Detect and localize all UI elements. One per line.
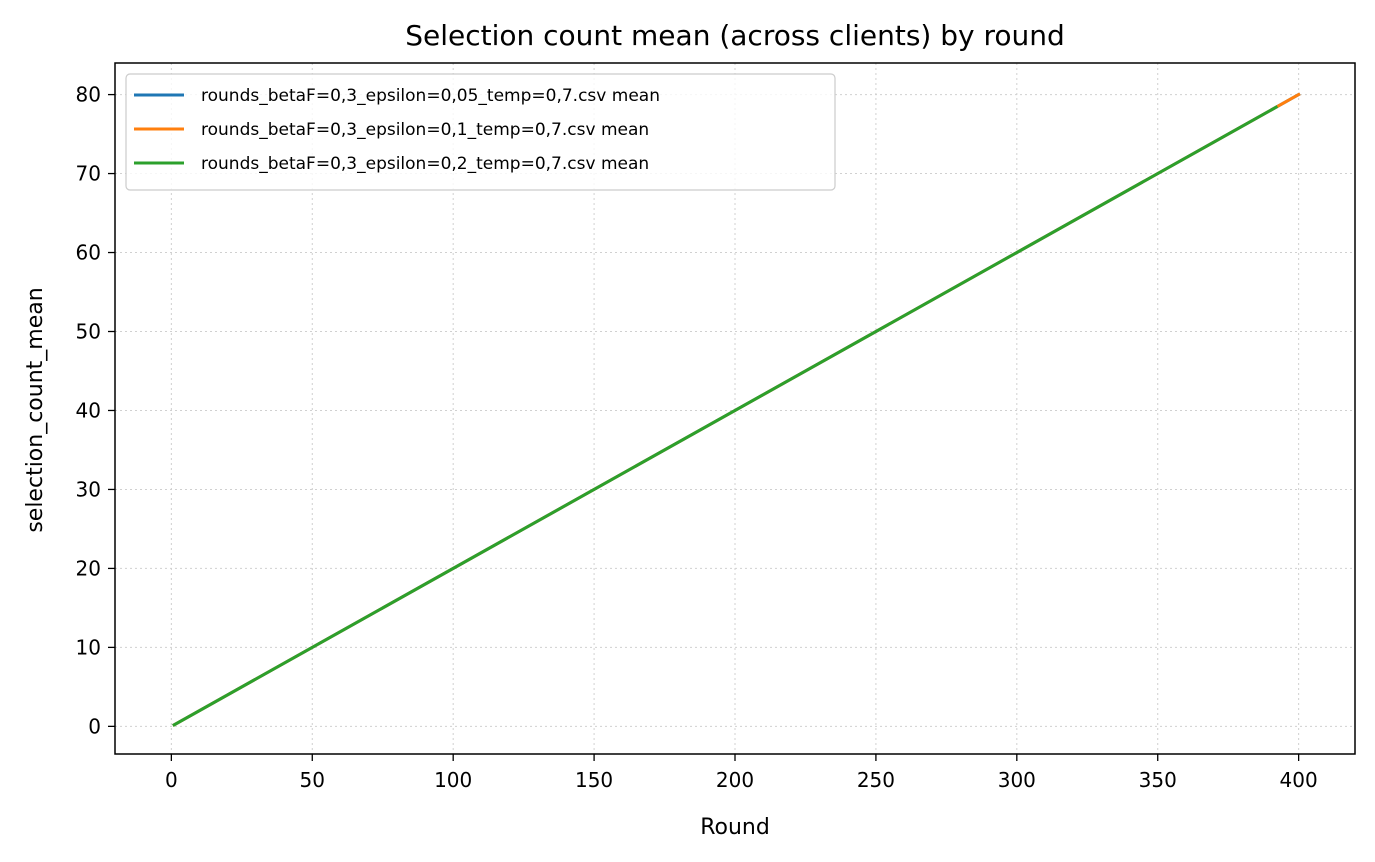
legend: rounds_betaF=0,3_epsilon=0,05_temp=0,7.c… <box>125 73 836 191</box>
y-tick-label: 40 <box>76 398 101 422</box>
y-tick-label: 10 <box>76 635 101 659</box>
y-axis-label: selection_count_mean <box>23 287 48 532</box>
y-axis-ticks: 0 10 20 30 40 50 60 70 80 <box>76 83 115 738</box>
legend-box <box>125 73 836 191</box>
x-axis-label: Round <box>700 815 770 840</box>
x-tick-label: 250 <box>857 768 895 792</box>
x-tick-label: 350 <box>1139 768 1177 792</box>
y-tick-label: 30 <box>76 477 101 501</box>
x-tick-label: 300 <box>998 768 1036 792</box>
y-tick-label: 70 <box>76 162 101 186</box>
x-tick-label: 0 <box>165 768 178 792</box>
legend-entry-label: rounds_betaF=0,3_epsilon=0,2_temp=0,7.cs… <box>201 154 649 174</box>
y-tick-label: 80 <box>76 83 101 107</box>
y-tick-label: 20 <box>76 556 101 580</box>
x-tick-label: 100 <box>434 768 472 792</box>
x-tick-label: 400 <box>1280 768 1318 792</box>
x-axis-ticks: 0 50 100 150 200 250 300 350 400 <box>165 754 1318 792</box>
legend-entry-label: rounds_betaF=0,3_epsilon=0,05_temp=0,7.c… <box>201 86 660 106</box>
y-tick-label: 60 <box>76 241 101 265</box>
chart-title: Selection count mean (across clients) by… <box>405 19 1065 52</box>
legend-entry-label: rounds_betaF=0,3_epsilon=0,1_temp=0,7.cs… <box>201 120 649 140</box>
x-tick-label: 150 <box>575 768 613 792</box>
y-tick-label: 50 <box>76 320 101 344</box>
x-tick-label: 50 <box>300 768 325 792</box>
x-tick-label: 200 <box>716 768 754 792</box>
series-line-3 <box>172 105 1279 727</box>
series-lines <box>172 92 1301 727</box>
y-tick-label: 0 <box>88 714 101 738</box>
